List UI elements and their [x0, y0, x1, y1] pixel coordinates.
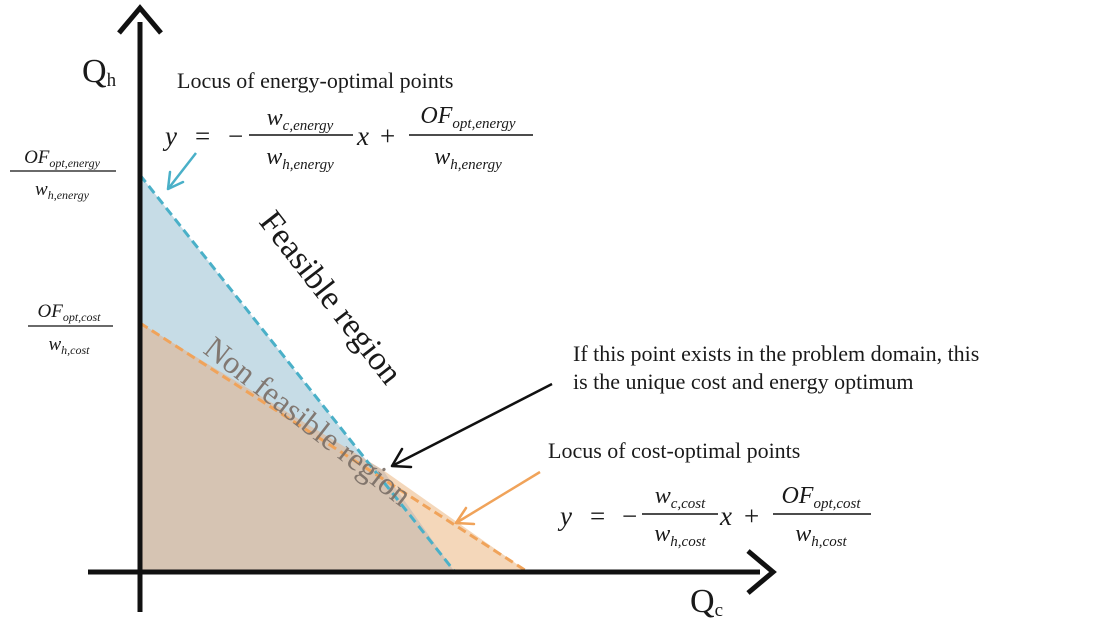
svg-text:wh,cost: wh,cost	[48, 334, 90, 357]
svg-text:x: x	[356, 121, 369, 151]
energy-locus-line	[138, 174, 457, 573]
svg-text:−: −	[228, 121, 243, 151]
svg-text:−: −	[622, 501, 637, 531]
x-axis-label: Qc	[690, 583, 723, 621]
energy-locus-title: Locus of energy-optimal points	[177, 68, 453, 93]
y-axis	[117, 4, 163, 612]
svg-text:OFopt,cost: OFopt,cost	[781, 483, 861, 512]
energy-locus-arrow	[166, 152, 197, 191]
svg-text:wc,energy: wc,energy	[267, 105, 334, 134]
energy-intercept-label: OFopt,energy wh,energy	[10, 147, 116, 202]
x-axis	[88, 549, 777, 595]
svg-text:x: x	[719, 501, 732, 531]
svg-text:wh,cost: wh,cost	[654, 521, 706, 550]
y-axis-label: Qh	[82, 53, 117, 91]
cost-locus-equation: y = − wc,cost wh,cost x + OFopt,cost wh,…	[557, 483, 871, 550]
svg-text:+: +	[380, 121, 395, 151]
cost-locus-line	[139, 321, 529, 574]
intersection-note-line1: If this point exists in the problem doma…	[573, 341, 979, 366]
svg-text:OFopt,cost: OFopt,cost	[38, 301, 102, 324]
svg-text:wh,energy: wh,energy	[266, 144, 334, 173]
svg-text:+: +	[744, 501, 759, 531]
svg-text:wh,cost: wh,cost	[795, 521, 847, 550]
energy-locus-equation: y = − wc,energy wh,energy x + OFopt,ener…	[162, 103, 533, 173]
svg-text:y: y	[162, 121, 177, 151]
svg-text:y: y	[557, 501, 572, 531]
svg-text:=: =	[590, 501, 605, 531]
orange-region-fill	[383, 470, 528, 572]
intersection-note-line2: is the unique cost and energy optimum	[573, 369, 914, 394]
intersection-arrow	[390, 382, 553, 469]
cost-locus-arrow	[454, 470, 541, 526]
svg-text:wh,energy: wh,energy	[434, 144, 502, 173]
svg-text:OFopt,energy: OFopt,energy	[420, 103, 516, 132]
svg-text:wc,cost: wc,cost	[655, 483, 706, 512]
svg-text:wh,energy: wh,energy	[35, 179, 90, 202]
svg-text:=: =	[195, 121, 210, 151]
svg-text:OFopt,energy: OFopt,energy	[24, 147, 101, 170]
cost-locus-title: Locus of cost-optimal points	[548, 438, 800, 463]
cost-intercept-label: OFopt,cost wh,cost	[28, 301, 113, 357]
cost-region-fill	[140, 323, 455, 572]
